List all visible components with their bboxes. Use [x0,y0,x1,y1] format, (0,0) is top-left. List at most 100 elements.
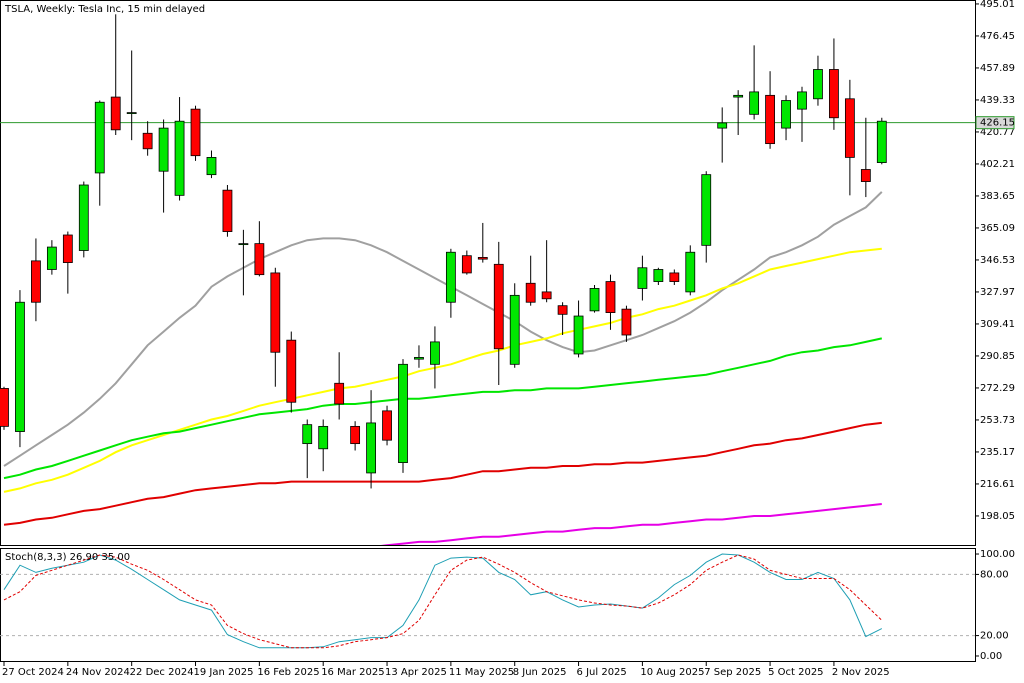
candle-body [669,272,680,282]
candle-body [573,315,584,355]
candle-body [860,169,871,182]
indicator-title: Stoch(8,3,3) 26.90 35.00 [5,552,130,563]
y-tick-label: 216.61 [980,479,1015,490]
candle-body [445,251,456,303]
y-tick-label: 80.00 [980,569,1009,580]
candle-body [318,425,329,450]
candle-body [286,339,297,403]
indicator-line [3,554,883,649]
candle-body [701,174,712,246]
candle-body [541,291,552,300]
y-tick-label: 439.33 [980,95,1015,106]
y-tick-label: 457.89 [980,63,1015,74]
y-tick-label: 476.45 [980,31,1015,42]
x-tick-label: 11 May 2025 [449,667,514,678]
candle-body [78,184,89,251]
y-tick-label: 272.29 [980,383,1015,394]
x-tick-label: 22 Dec 2024 [130,667,194,678]
main-panel-frame [0,0,976,546]
candle-body [31,260,41,303]
candle-body [398,363,408,463]
candle-body [15,301,25,432]
price-label-box [975,116,1015,130]
candle-body [605,281,616,313]
indicator-line [3,337,883,480]
indicator-line [3,421,882,526]
candle-body [813,69,823,100]
candle-body [334,382,345,405]
candle-body [254,243,265,276]
y-tick-label: 290.85 [980,351,1015,362]
indicator-line [3,191,883,467]
y-tick-label: 20.00 [980,631,1009,642]
candle-body [493,263,504,350]
candle-body [829,69,839,119]
x-tick-label: 16 Mar 2025 [321,667,384,678]
candle-body [509,294,520,365]
indicator-line [3,553,883,649]
candle-body [653,269,664,282]
candle-body [222,189,233,232]
candle-body [844,98,855,158]
candle-body [126,112,137,114]
x-tick-label: 7 Sep 2025 [704,667,761,678]
candle-body [797,91,807,110]
y-tick-label: 253.73 [980,415,1015,426]
candle-body [477,257,488,260]
candle-body [717,122,728,129]
candle-body [621,308,632,336]
candle-body [62,234,73,263]
y-tick-label: 198.05 [980,511,1015,522]
candle-body [0,388,9,427]
price-label: 426.15 [980,118,1015,129]
candle-body [685,251,696,293]
candle-body [158,127,169,172]
y-tick-label: 309.41 [980,319,1015,330]
candle-body [637,267,648,289]
y-tick-label: 495.01 [980,0,1015,10]
y-tick-label: 100.00 [980,549,1015,560]
stoch-plot [0,553,975,649]
candle-body [557,305,568,315]
y-tick-label: 420.77 [980,127,1015,138]
y-tick-label: 235.17 [980,447,1015,458]
candle-body [749,91,760,115]
x-tick-label: 24 Nov 2024 [66,667,130,678]
x-tick-label: 8 Jun 2025 [513,667,567,678]
candle-body [110,96,121,131]
indicator-line [3,247,882,493]
candle-body [382,410,392,441]
candle-body [461,255,472,274]
candle-body [366,422,376,474]
candle-body [302,424,313,445]
candle-body [142,132,153,150]
candle-body [765,94,775,145]
y-tick-label: 0.00 [980,651,1002,662]
candle-body [876,120,887,163]
main-plot [0,14,975,545]
candle-body [190,108,201,157]
x-tick-label: 16 Feb 2025 [257,667,319,678]
candle-body [206,157,217,176]
candle-body [525,282,536,303]
chart-title: TSLA, Weekly: Tesla Inc, 15 min delayed [4,4,205,15]
x-tick-label: 19 Jan 2025 [194,667,254,678]
candle-body [350,425,361,445]
x-tick-label: 2 Nov 2025 [832,667,890,678]
candle-body [733,94,744,98]
candle-body [270,272,281,353]
y-tick-label: 402.21 [980,159,1015,170]
candle-body [174,120,185,196]
y-tick-label: 365.09 [980,223,1015,234]
y-tick-label: 346.53 [980,255,1015,266]
stoch-panel-frame [0,548,976,662]
x-tick-label: 10 Aug 2025 [640,667,704,678]
x-tick-label: 6 Jul 2025 [577,667,627,678]
candle-body [430,341,440,365]
y-tick-label: 327.97 [980,287,1015,298]
candle-body [589,288,600,312]
candle-body [94,101,105,174]
candle-body [414,357,424,360]
